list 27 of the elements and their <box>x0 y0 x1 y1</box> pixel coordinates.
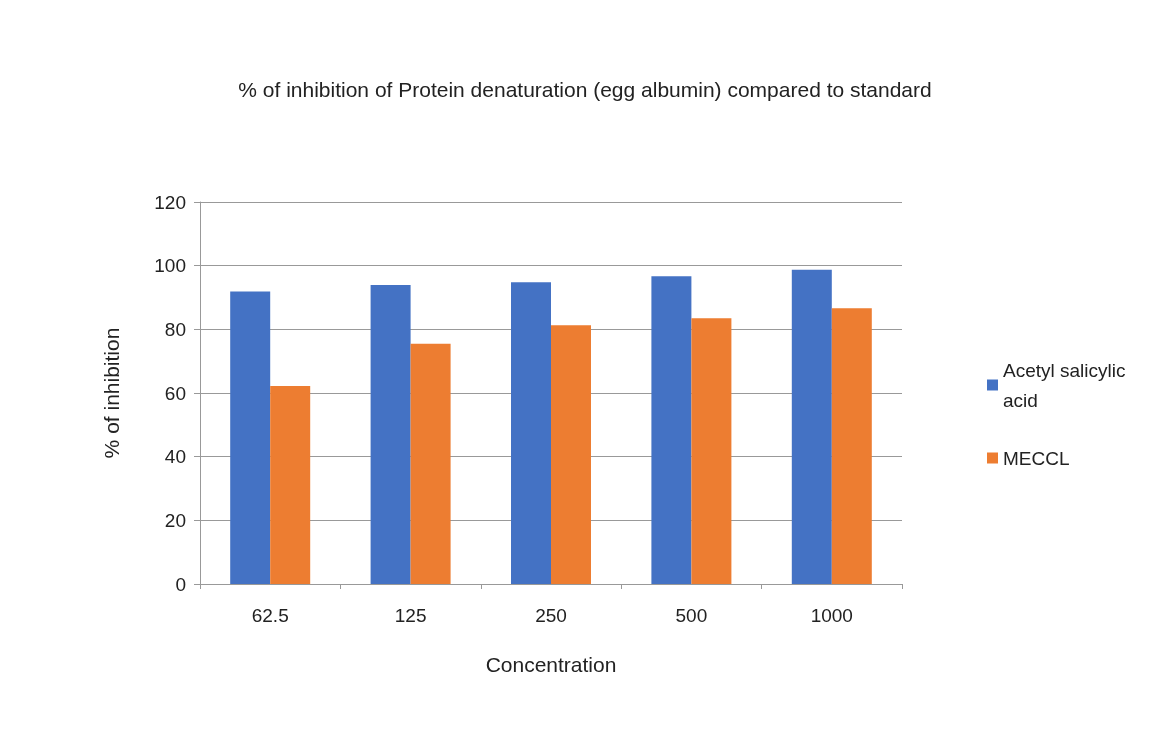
x-tick-label: 500 <box>675 605 708 626</box>
y-tick-label: 80 <box>164 318 186 340</box>
y-tick-label: 120 <box>154 191 186 213</box>
bar <box>270 386 311 584</box>
x-axis-title: Concentration <box>485 653 617 676</box>
y-tick-label: 100 <box>154 255 186 277</box>
y-tick-label: 20 <box>164 509 186 531</box>
bar <box>551 325 591 584</box>
x-tick-label: 1000 <box>810 605 853 626</box>
legend-label: MECCL <box>1003 447 1070 469</box>
bar <box>791 269 832 584</box>
bar <box>370 285 411 584</box>
y-tick-label: 60 <box>164 382 186 404</box>
y-axis-title: % of inhibition <box>100 327 123 459</box>
x-tick-label: 62.5 <box>251 605 289 626</box>
bar <box>410 343 451 584</box>
bar <box>511 282 551 584</box>
y-tick-label: 40 <box>164 446 186 468</box>
bar <box>651 276 692 584</box>
bar <box>230 291 271 584</box>
x-tick-label: 250 <box>535 605 567 626</box>
y-tick-label: 0 <box>175 573 186 595</box>
chart-title: % of inhibition of Protein denaturation (egg albumin) compared to standard <box>238 78 932 101</box>
bar <box>831 308 872 584</box>
x-tick-label: 125 <box>394 605 427 626</box>
bar <box>691 318 732 584</box>
legend-label: Acetyl salicylic acid <box>1003 359 1131 411</box>
